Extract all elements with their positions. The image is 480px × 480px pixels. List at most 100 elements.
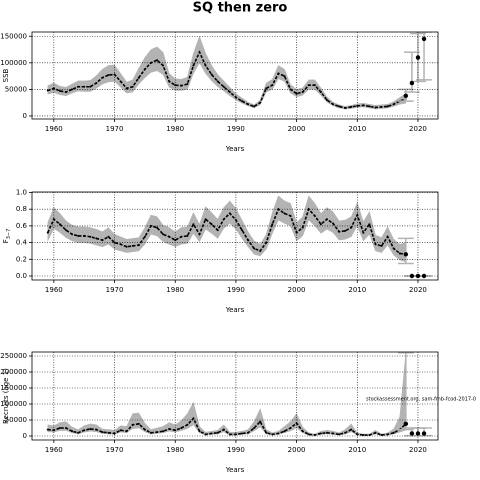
estimate-point xyxy=(307,433,310,436)
estimate-point xyxy=(386,433,389,436)
x-tick-label: 2000 xyxy=(288,446,306,454)
confidence-band xyxy=(272,195,279,234)
estimate-point xyxy=(362,104,365,107)
confidence-band xyxy=(205,53,212,82)
estimate-point xyxy=(380,434,383,437)
y-tick-label: 250000 xyxy=(0,352,27,360)
estimate-point xyxy=(210,73,213,76)
confidence-band xyxy=(71,224,79,243)
confidence-band xyxy=(138,56,146,85)
annotation: stockassessment.org, sam-fmb-fcod-2017-0 xyxy=(366,397,476,403)
estimate-point xyxy=(95,428,98,431)
estimate-point xyxy=(398,252,401,255)
estimate-point xyxy=(228,433,231,436)
estimate-point xyxy=(83,429,86,432)
estimate-point xyxy=(119,80,122,83)
estimate-point xyxy=(325,431,328,434)
x-tick-label: 2020 xyxy=(409,446,427,454)
confidence-band xyxy=(144,214,152,246)
estimate-point xyxy=(332,432,335,435)
estimate-point xyxy=(52,87,55,90)
estimate-point xyxy=(125,430,128,433)
x-axis-label: Years xyxy=(225,306,245,314)
estimate-point xyxy=(186,83,189,86)
estimate-point xyxy=(313,434,316,437)
estimate-point xyxy=(277,432,280,435)
estimate-point xyxy=(368,434,371,437)
estimate-point xyxy=(362,231,365,234)
estimate-point xyxy=(101,239,104,242)
estimate-point xyxy=(283,212,286,215)
confidence-band xyxy=(126,413,133,434)
x-tick-label: 2000 xyxy=(288,286,306,294)
estimate-point xyxy=(131,244,134,247)
x-tick-label: 1980 xyxy=(166,125,184,133)
estimate-point xyxy=(301,91,304,94)
estimate-point xyxy=(368,105,371,108)
estimate-point xyxy=(168,80,171,83)
estimate-point xyxy=(131,423,134,426)
projection-point xyxy=(421,273,427,279)
y-tick-label: 150000 xyxy=(0,32,27,40)
estimate-point xyxy=(344,229,347,232)
confidence-band xyxy=(59,421,67,431)
x-tick-label: 2020 xyxy=(409,125,427,133)
estimate-point xyxy=(374,431,377,434)
x-tick-label: 1990 xyxy=(227,125,245,133)
estimate-line xyxy=(47,50,407,109)
confidence-band xyxy=(338,219,346,241)
confidence-band xyxy=(399,242,407,263)
estimate-point xyxy=(380,244,383,247)
estimate-point xyxy=(240,432,243,435)
confidence-band xyxy=(302,195,309,237)
estimate-point xyxy=(356,433,359,436)
x-tick-label: 2010 xyxy=(348,286,366,294)
x-tick-label: 1990 xyxy=(227,286,245,294)
estimate-point xyxy=(125,245,128,248)
y-tick-label: 0.8 xyxy=(16,205,27,213)
estimate-point xyxy=(89,235,92,238)
estimate-point xyxy=(71,430,74,433)
plot-area xyxy=(46,195,432,279)
y-axis-label-main: F xyxy=(2,239,10,243)
estimate-point xyxy=(338,230,341,233)
estimate-point xyxy=(192,64,195,67)
estimate-point xyxy=(77,85,80,88)
confidence-band xyxy=(259,233,267,257)
y-tick-label: 0 xyxy=(23,112,27,120)
estimate-point xyxy=(64,427,67,429)
y-tick-label: 0.2 xyxy=(16,255,27,263)
estimate-point xyxy=(89,85,92,88)
estimate-point xyxy=(259,420,262,423)
estimate-point xyxy=(216,80,219,83)
panel: 1960 1970 1980 1990 2000 2010 2020 0 50000 100000… xyxy=(0,31,439,153)
estimate-point xyxy=(283,430,286,433)
estimate-point xyxy=(240,229,243,232)
estimate-point xyxy=(338,105,341,108)
projection-point xyxy=(409,273,415,279)
estimate-point xyxy=(180,235,183,238)
estimate-point xyxy=(101,76,104,79)
estimate-point xyxy=(162,233,165,236)
estimate-point xyxy=(131,85,134,88)
plot-area xyxy=(46,32,432,110)
estimate-point xyxy=(101,431,104,434)
confidence-band xyxy=(77,226,85,243)
confidence-band xyxy=(126,238,133,253)
estimate-point xyxy=(162,430,165,433)
confidence-band xyxy=(96,68,103,89)
estimate-point xyxy=(192,223,195,226)
panel: 1960 1970 1980 1990 2000 2010 2020 0 50000 100000… xyxy=(0,351,476,474)
estimate-point xyxy=(180,427,183,429)
estimate-point xyxy=(325,99,328,102)
x-tick-label: 1980 xyxy=(166,446,184,454)
estimate-point xyxy=(95,237,98,240)
estimate-point xyxy=(198,51,201,54)
estimate-line xyxy=(47,207,406,256)
estimate-point xyxy=(277,72,280,75)
projection-point xyxy=(409,80,415,86)
estimate-point xyxy=(64,91,67,94)
confidence-band xyxy=(235,208,243,240)
estimate-point xyxy=(289,427,292,429)
